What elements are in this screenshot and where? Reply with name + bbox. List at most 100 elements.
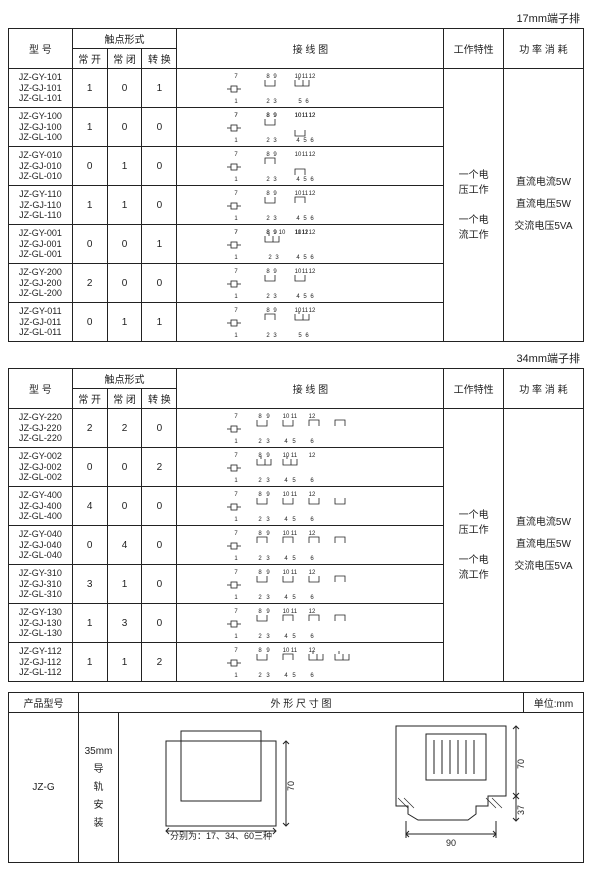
svg-text:6: 6	[311, 138, 315, 144]
svg-text:5: 5	[299, 333, 303, 339]
svg-text:7: 7	[235, 414, 239, 420]
svg-text:9: 9	[274, 230, 278, 236]
svg-text:7: 7	[235, 74, 239, 80]
nc-cell: 4	[107, 526, 142, 565]
nc-cell: 0	[107, 487, 142, 526]
svg-text:9: 9	[274, 269, 278, 275]
model-cell: JZ-GY-001JZ-GJ-001JZ-GL-001	[9, 225, 73, 264]
hdr-power: 功 率 消 耗	[503, 29, 583, 69]
svg-text:7: 7	[235, 609, 239, 615]
svg-text:5: 5	[293, 478, 297, 484]
svg-text:3: 3	[274, 177, 278, 183]
co-cell: 0	[142, 108, 177, 147]
svg-text:12: 12	[309, 414, 316, 420]
power-cell: 直流电流5W直流电压5W交流电压5VA	[503, 69, 583, 342]
table-row: JZ-GY-220JZ-GJ-220JZ-GL-2202207891011121…	[9, 409, 584, 448]
svg-text:9: 9	[274, 191, 278, 197]
svg-text:3: 3	[274, 294, 278, 300]
svg-text:3: 3	[267, 439, 271, 445]
svg-text:9: 9	[267, 492, 271, 498]
svg-text:8: 8	[259, 609, 263, 615]
svg-text:7: 7	[235, 308, 239, 314]
svg-text:8: 8	[267, 113, 271, 119]
co-cell: 0	[142, 526, 177, 565]
svg-text:7: 7	[235, 269, 239, 275]
dimension-drawing: 70 分别为：17、34、60三种	[136, 716, 566, 856]
svg-text:6: 6	[311, 556, 315, 562]
svg-text:4: 4	[297, 255, 301, 261]
mount-char: 安	[81, 797, 116, 815]
svg-text:12: 12	[309, 609, 316, 615]
co-cell: 1	[142, 225, 177, 264]
svg-text:4: 4	[285, 595, 289, 601]
wiring-diagram-cell: 789101112123456	[177, 565, 444, 604]
svg-text:2: 2	[259, 634, 263, 640]
svg-text:8: 8	[259, 570, 263, 576]
work-char-cell: 一个电压工作 一个电流工作	[444, 409, 504, 682]
svg-text:2: 2	[259, 595, 263, 601]
svg-text:12: 12	[309, 230, 316, 236]
dim-side-width: 90	[446, 838, 456, 848]
wiring-diagram-cell: 789101112123456	[177, 643, 444, 682]
svg-text:5: 5	[304, 294, 308, 300]
svg-text:8: 8	[259, 492, 263, 498]
mount-char: 装	[81, 815, 116, 833]
svg-text:1: 1	[235, 177, 239, 183]
svg-text:8: 8	[267, 230, 271, 236]
svg-text:2: 2	[259, 517, 263, 523]
svg-text:11: 11	[291, 609, 298, 615]
co-cell: 0	[142, 147, 177, 186]
svg-text:4: 4	[297, 138, 301, 144]
spec-table-34mm: 型 号 触点形式 接 线 图 工作特性 功 率 消 耗 常 开 常 闭 转 换 …	[8, 368, 584, 682]
svg-text:4: 4	[285, 634, 289, 640]
svg-text:3: 3	[267, 517, 271, 523]
svg-text:5: 5	[293, 439, 297, 445]
nc-cell: 0	[107, 69, 142, 108]
svg-text:9: 9	[274, 113, 278, 119]
hdr-co: 转 换	[142, 389, 177, 409]
table-row: JZ-GY-101JZ-GJ-101JZ-GL-1011017891011121…	[9, 69, 584, 108]
svg-text:6: 6	[311, 216, 315, 222]
wiring-diagram-cell: 78910111212356	[177, 303, 444, 342]
svg-text:5: 5	[299, 99, 303, 105]
no-cell: 0	[72, 225, 107, 264]
svg-text:6: 6	[311, 517, 315, 523]
svg-text:1: 1	[235, 216, 239, 222]
dim-hdr-unit: 单位:mm	[524, 693, 584, 713]
svg-text:1: 1	[235, 556, 239, 562]
no-cell: 4	[72, 487, 107, 526]
svg-text:6: 6	[311, 478, 315, 484]
svg-text:9: 9	[267, 414, 271, 420]
svg-text:5: 5	[304, 177, 308, 183]
no-cell: 0	[72, 147, 107, 186]
no-cell: 1	[72, 108, 107, 147]
svg-text:9: 9	[274, 74, 278, 80]
svg-text:2: 2	[267, 294, 271, 300]
svg-text:2: 2	[267, 333, 271, 339]
dim-side-height: 70	[516, 759, 526, 769]
co-cell: 1	[142, 303, 177, 342]
svg-text:7: 7	[235, 492, 239, 498]
svg-text:4: 4	[297, 216, 301, 222]
co-cell: 0	[142, 264, 177, 303]
hdr-no: 常 开	[72, 49, 107, 69]
svg-text:12: 12	[309, 570, 316, 576]
svg-text:3: 3	[267, 478, 271, 484]
dim-mount-label: 35mm	[81, 743, 116, 761]
wiring-diagram-cell: 789101112789101112123456	[177, 108, 444, 147]
svg-text:8: 8	[267, 269, 271, 275]
svg-text:11: 11	[291, 570, 298, 576]
svg-text:1: 1	[235, 634, 239, 640]
svg-text:11: 11	[291, 648, 298, 654]
nc-cell: 0	[107, 108, 142, 147]
dim-mount: 35mm 导轨安装	[79, 713, 119, 863]
model-cell: JZ-GY-130JZ-GJ-130JZ-GL-130	[9, 604, 73, 643]
svg-text:1: 1	[235, 595, 239, 601]
svg-text:7: 7	[235, 648, 239, 654]
svg-text:9: 9	[274, 308, 278, 314]
svg-text:7: 7	[235, 531, 239, 537]
nc-cell: 1	[107, 303, 142, 342]
svg-text:1: 1	[235, 99, 239, 105]
svg-text:2: 2	[259, 478, 263, 484]
co-cell: 1	[142, 69, 177, 108]
